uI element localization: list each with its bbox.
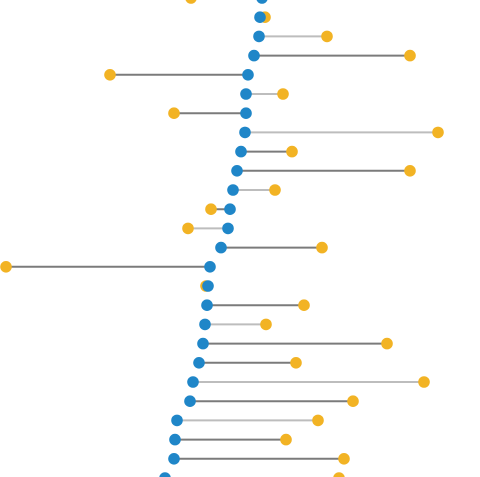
end-point <box>381 337 393 350</box>
start-point <box>202 280 214 292</box>
start-point <box>231 165 243 177</box>
start-point <box>222 222 234 235</box>
start-point <box>240 107 252 119</box>
start-point <box>215 241 227 254</box>
end-points <box>0 0 444 477</box>
end-point <box>321 30 333 43</box>
end-point <box>0 261 12 273</box>
end-point <box>182 222 194 235</box>
end-point <box>418 376 430 388</box>
end-point <box>205 203 217 215</box>
end-point <box>277 88 289 100</box>
end-point <box>290 357 302 369</box>
end-point <box>316 241 328 254</box>
end-point <box>338 453 350 465</box>
end-point <box>185 0 197 4</box>
end-point <box>404 165 416 177</box>
start-point <box>197 337 209 350</box>
start-point <box>193 357 205 369</box>
end-point <box>298 299 310 312</box>
start-point <box>253 30 265 43</box>
start-point <box>240 88 252 100</box>
start-point <box>239 126 251 139</box>
start-point <box>242 69 254 81</box>
start-point <box>248 49 260 62</box>
start-point <box>227 184 239 196</box>
start-point <box>169 433 181 446</box>
start-point <box>201 299 213 312</box>
connector-lines <box>6 16 438 460</box>
end-point <box>104 69 116 81</box>
end-point <box>404 49 416 62</box>
end-point <box>333 472 345 477</box>
start-point <box>199 318 211 331</box>
start-point <box>256 0 268 4</box>
start-point <box>187 376 199 388</box>
start-points <box>159 0 268 477</box>
start-point <box>235 145 247 158</box>
end-point <box>286 145 298 158</box>
start-point <box>159 472 171 477</box>
end-point <box>312 414 324 427</box>
start-point <box>184 395 196 408</box>
start-point <box>224 203 236 215</box>
end-point <box>269 184 281 196</box>
start-point <box>171 414 183 427</box>
end-point <box>347 395 359 408</box>
start-point <box>204 261 216 273</box>
start-point <box>168 453 180 465</box>
end-point <box>168 107 180 119</box>
start-point <box>254 11 266 23</box>
end-point <box>280 433 292 446</box>
end-point <box>260 318 272 331</box>
end-point <box>432 126 444 139</box>
